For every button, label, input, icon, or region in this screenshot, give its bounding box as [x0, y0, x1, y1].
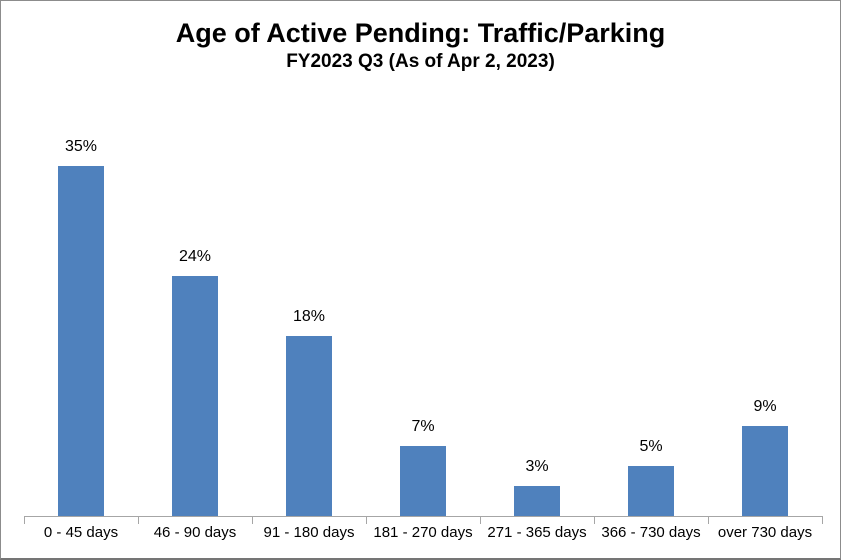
category-label: 181 - 270 days	[373, 524, 473, 541]
axis-tick	[252, 516, 253, 524]
bar-value-label: 18%	[292, 308, 326, 325]
bar	[286, 336, 332, 516]
axis-tick	[708, 516, 709, 524]
bar-slot: 35%	[24, 116, 138, 516]
bar-value-label: 7%	[411, 418, 435, 435]
bar-value-label: 24%	[178, 248, 212, 265]
bar-slot: 9%	[708, 116, 822, 516]
axis-tick	[822, 516, 823, 524]
axis-tick	[24, 516, 25, 524]
plot-area: 35% 24% 18% 7% 3% 5% 9%	[24, 116, 822, 516]
bar-slot: 3%	[480, 116, 594, 516]
bar	[400, 446, 446, 516]
bar	[742, 426, 788, 516]
axis-tick	[366, 516, 367, 524]
bar-value-label: 35%	[64, 138, 98, 155]
bar-value-label: 9%	[753, 398, 777, 415]
chart-subtitle: FY2023 Q3 (As of Apr 2, 2023)	[286, 51, 555, 72]
bar-slot: 5%	[594, 116, 708, 516]
category-label: 0 - 45 days	[43, 524, 119, 541]
bar-value-label: 5%	[639, 438, 663, 455]
bar	[628, 466, 674, 516]
bar-value-label: 3%	[525, 458, 549, 475]
bar	[514, 486, 560, 516]
bar-slot: 18%	[252, 116, 366, 516]
x-axis-line	[24, 516, 823, 517]
axis-tick	[138, 516, 139, 524]
category-label: 366 - 730 days	[601, 524, 701, 541]
bar-slot: 7%	[366, 116, 480, 516]
chart-title: Age of Active Pending: Traffic/Parking	[175, 18, 666, 48]
category-label: 46 - 90 days	[153, 524, 237, 541]
bar	[172, 276, 218, 516]
bar-slot: 24%	[138, 116, 252, 516]
category-label: 91 - 180 days	[263, 524, 355, 541]
axis-tick	[594, 516, 595, 524]
category-label: 271 - 365 days	[487, 524, 587, 541]
bar	[58, 166, 104, 516]
x-axis-category-labels: 0 - 45 days 46 - 90 days 91 - 180 days 181 …	[24, 524, 822, 542]
chart-header: Age of Active Pending: Traffic/Parking F…	[1, 17, 840, 75]
axis-tick	[480, 516, 481, 524]
category-label: over 730 days	[717, 524, 813, 541]
